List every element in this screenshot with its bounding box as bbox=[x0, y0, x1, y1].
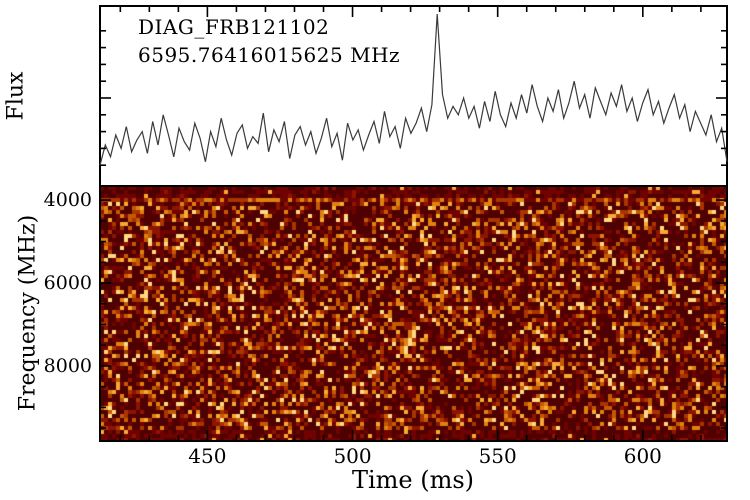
y-tick-label: 4000 bbox=[43, 189, 92, 212]
time-axis-label: Time (ms) bbox=[351, 466, 475, 494]
annotation-source-name: DIAG_FRB121102 bbox=[138, 15, 330, 39]
dynamic-spectrum-heatmap bbox=[100, 186, 727, 441]
x-tick-label: 600 bbox=[623, 444, 662, 468]
flux-axis-label: Flux bbox=[3, 71, 29, 121]
annotation-center-frequency: 6595.76416015625 MHz bbox=[138, 43, 401, 67]
y-tick-label: 8000 bbox=[43, 354, 92, 377]
y-tick-label: 6000 bbox=[43, 272, 92, 295]
x-tick-label: 500 bbox=[333, 444, 372, 468]
x-tick-label: 550 bbox=[478, 444, 517, 468]
frequency-axis-label: Frequency (MHz) bbox=[15, 214, 41, 412]
x-tick-label: 450 bbox=[188, 444, 227, 468]
